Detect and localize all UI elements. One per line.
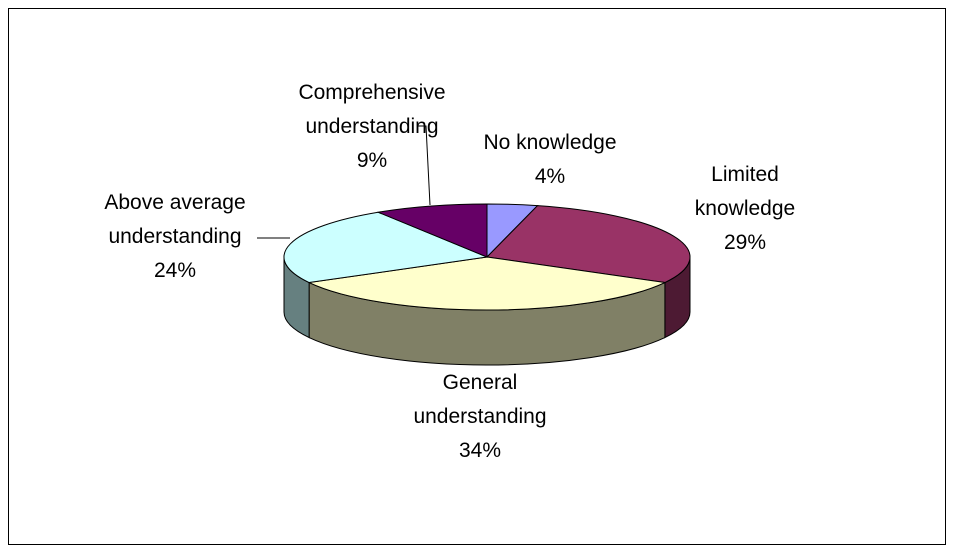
slice-label: No knowledge 4% <box>450 126 650 194</box>
slice-label: Above average understanding 24% <box>85 186 265 288</box>
value-label: 29% <box>723 231 767 254</box>
category-label: Limited knowledge <box>694 163 796 220</box>
pie-slice <box>283 211 489 284</box>
category-label: Above average understanding <box>104 191 246 248</box>
category-label: No knowledge <box>483 131 617 154</box>
value-label: 9% <box>356 149 388 172</box>
value-label: 4% <box>534 165 566 188</box>
slice-label: General understanding 34% <box>380 366 580 468</box>
category-label: Comprehensive understanding <box>298 81 446 138</box>
value-label: 24% <box>153 259 197 282</box>
value-label: 34% <box>458 439 502 462</box>
category-label: General understanding <box>413 371 547 428</box>
pie-slice <box>485 205 691 284</box>
slice-label: Limited knowledge 29% <box>685 158 805 260</box>
slice-label: Comprehensive understanding 9% <box>282 76 462 178</box>
pie-slice <box>376 203 488 258</box>
leader-line <box>418 125 431 206</box>
